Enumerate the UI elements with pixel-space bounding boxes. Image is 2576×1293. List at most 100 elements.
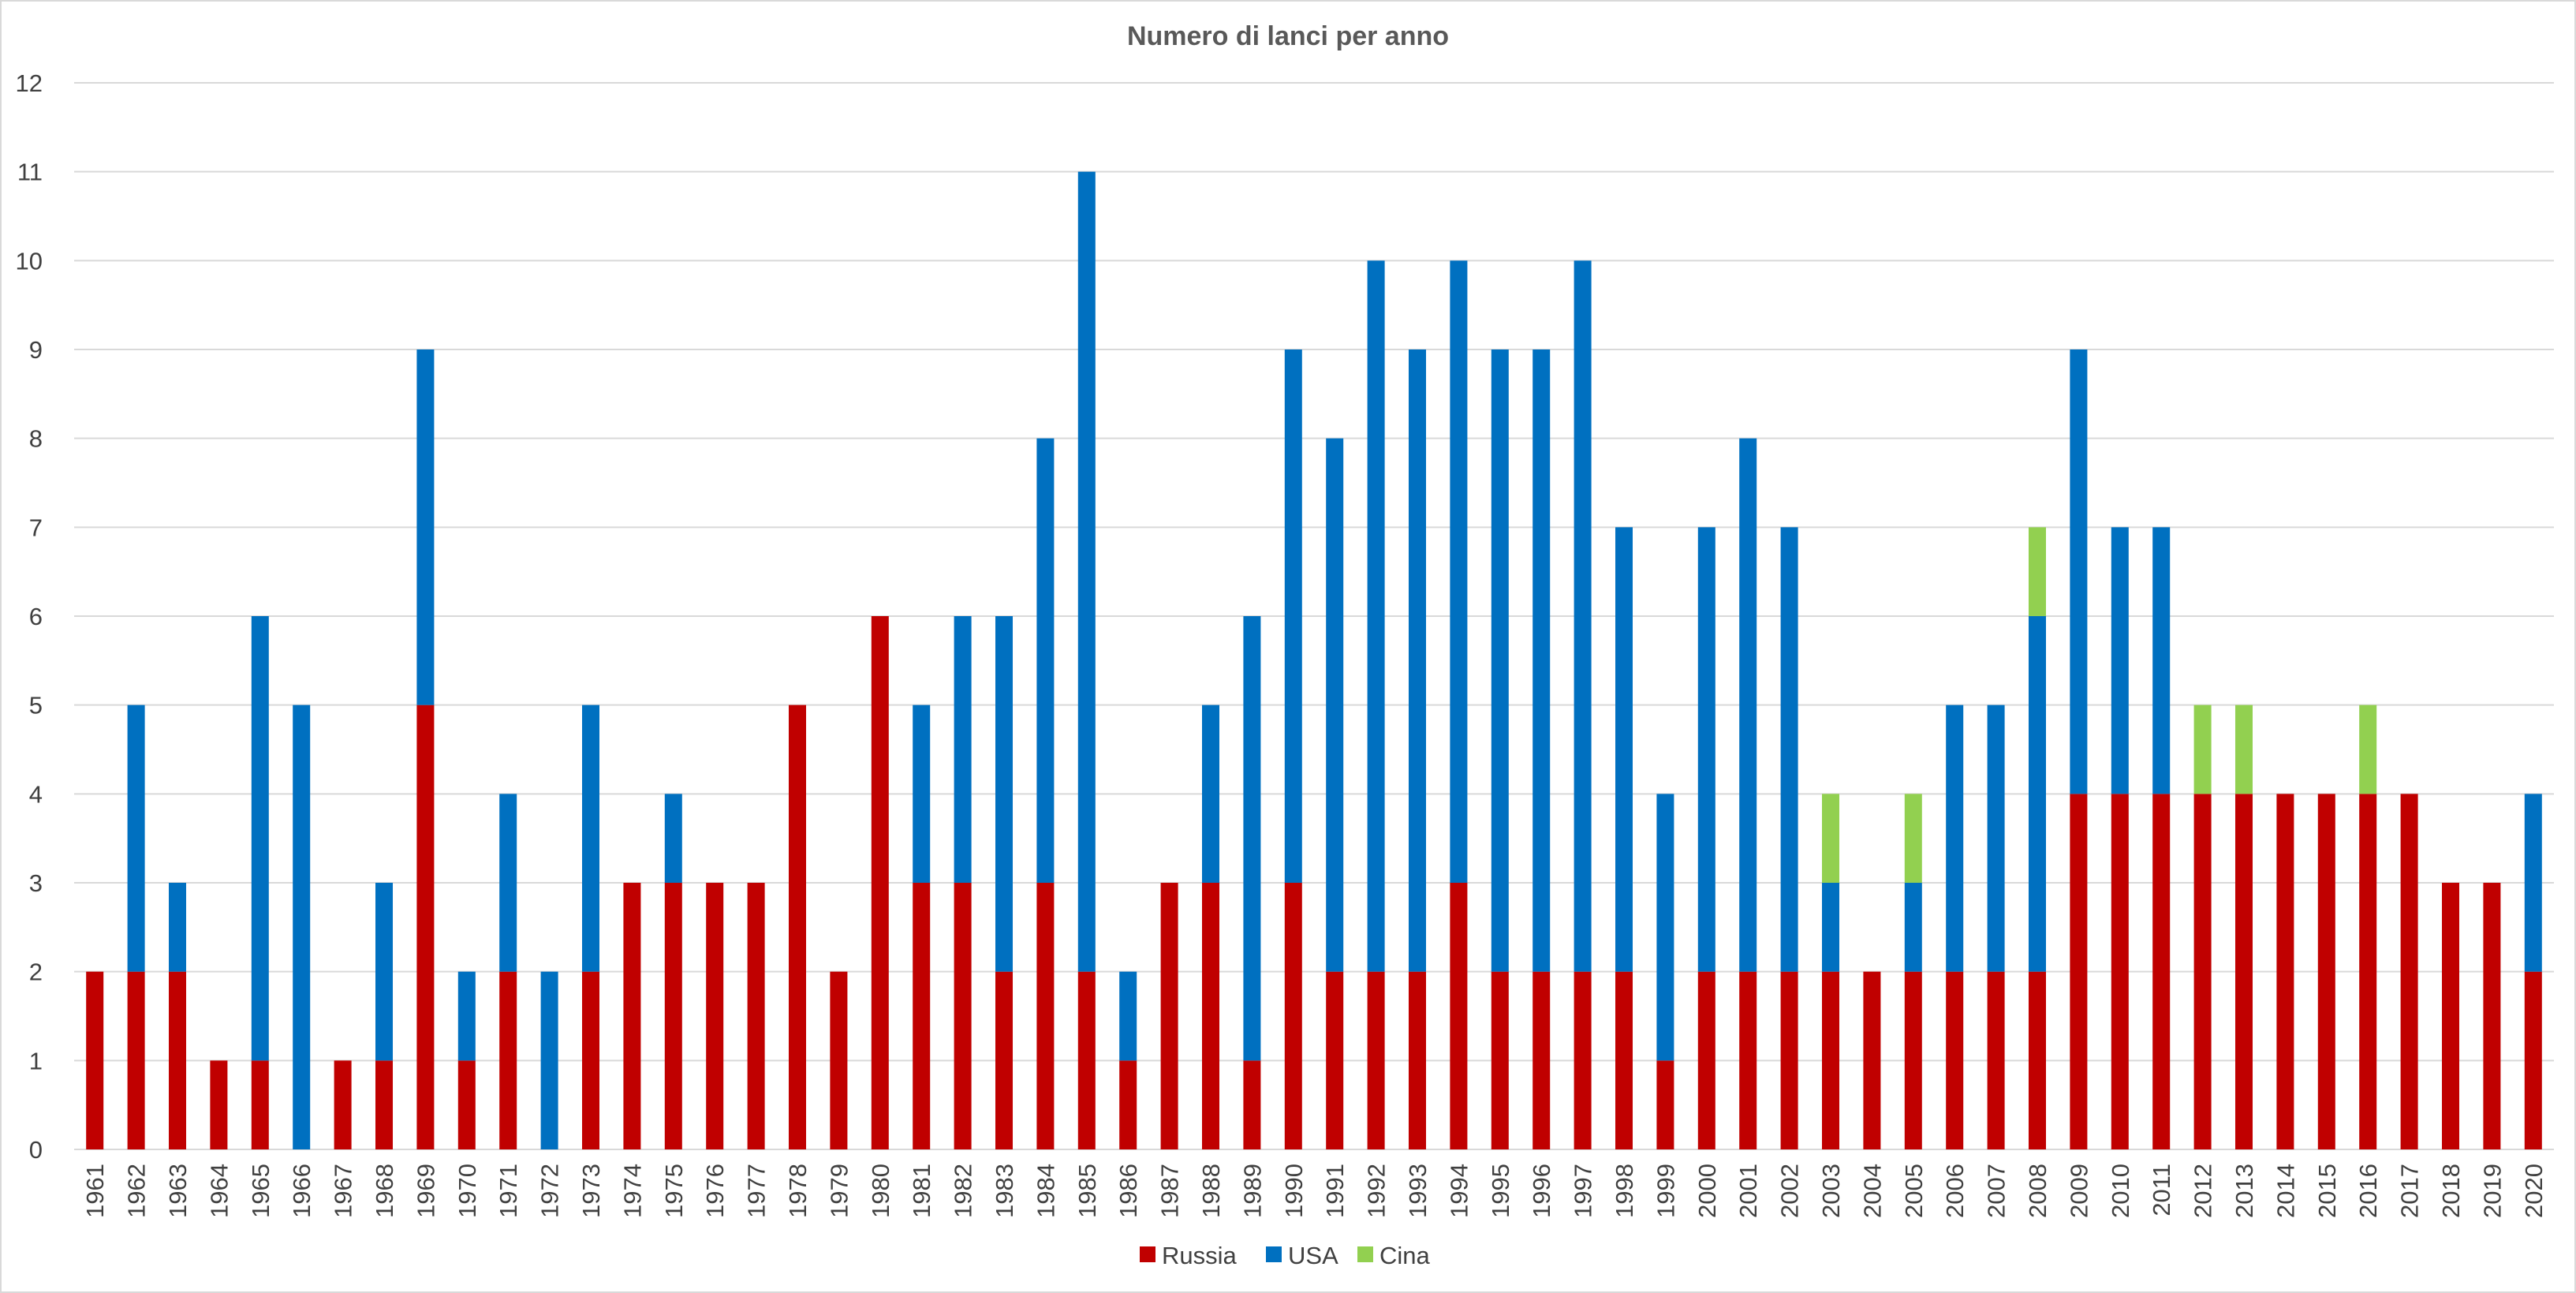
x-tick-label: 1966 — [288, 1164, 315, 1218]
bar-usa-2001 — [1739, 438, 1757, 972]
x-tick-label: 1988 — [1197, 1164, 1225, 1218]
gridlines — [74, 82, 2554, 1150]
bar-usa-2009 — [2070, 349, 2088, 794]
x-tick-label: 1984 — [1032, 1164, 1059, 1218]
bar-usa-2007 — [1987, 704, 2005, 972]
x-tick-label: 2003 — [1817, 1164, 1845, 1218]
bar-usa-1989 — [1243, 616, 1261, 1061]
x-tick-label: 2005 — [1900, 1164, 1928, 1218]
bar-usa-1975 — [664, 794, 682, 883]
y-tick-label: 8 — [29, 425, 43, 453]
bar-usa-1984 — [1036, 438, 1055, 883]
x-tick-label: 1962 — [123, 1164, 151, 1218]
bar-russia-1998 — [1615, 971, 1633, 1149]
bar-usa-1963 — [168, 883, 187, 972]
x-tick-label: 1995 — [1487, 1164, 1514, 1218]
legend-swatch-cina — [1357, 1246, 1373, 1262]
bar-usa-1972 — [540, 971, 558, 1149]
x-tick-label: 1964 — [205, 1164, 233, 1218]
bar-usa-1991 — [1326, 438, 1344, 972]
bar-russia-1971 — [499, 971, 517, 1149]
bar-russia-2002 — [1780, 971, 1798, 1149]
bar-russia-2009 — [2070, 794, 2088, 1149]
bar-cina-2013 — [2234, 704, 2253, 794]
bar-usa-2011 — [2152, 527, 2171, 794]
bars — [86, 171, 2542, 1149]
bar-cina-2012 — [2193, 704, 2212, 794]
x-tick-label: 1998 — [1611, 1164, 1638, 1218]
bar-usa-1971 — [499, 794, 517, 972]
legend-label-usa: USA — [1288, 1242, 1338, 1269]
bar-cina-2003 — [1821, 794, 1840, 883]
x-tick-label: 2010 — [2107, 1164, 2134, 1218]
y-tick-label: 4 — [29, 780, 43, 808]
y-tick-label: 0 — [29, 1136, 43, 1164]
x-tick-label: 2020 — [2520, 1164, 2548, 1218]
x-tick-label: 1980 — [867, 1164, 894, 1218]
bar-russia-1996 — [1533, 971, 1551, 1149]
x-tick-label: 2018 — [2437, 1164, 2465, 1218]
bar-usa-1996 — [1533, 349, 1551, 972]
x-tick-label: 2009 — [2065, 1164, 2093, 1218]
bar-usa-2003 — [1821, 883, 1840, 972]
x-tick-label: 1963 — [164, 1164, 192, 1218]
bar-russia-1993 — [1408, 971, 1427, 1149]
bar-russia-1986 — [1119, 1060, 1137, 1149]
bar-russia-1964 — [210, 1060, 228, 1149]
bar-usa-1995 — [1491, 349, 1509, 972]
bar-russia-1990 — [1284, 883, 1302, 1149]
x-tick-label: 2013 — [2231, 1164, 2258, 1218]
bar-russia-1968 — [375, 1060, 394, 1149]
y-tick-label: 5 — [29, 692, 43, 719]
bar-usa-1973 — [581, 704, 600, 972]
bar-russia-1976 — [706, 883, 724, 1149]
bar-russia-1984 — [1036, 883, 1055, 1149]
x-tick-label: 2016 — [2354, 1164, 2382, 1218]
x-tick-label: 1961 — [81, 1164, 109, 1218]
bar-russia-2012 — [2193, 794, 2212, 1149]
bar-russia-2013 — [2234, 794, 2253, 1149]
x-tick-label: 1978 — [784, 1164, 812, 1218]
bar-usa-2020 — [2524, 794, 2542, 972]
legend-label-cina: Cina — [1379, 1242, 1431, 1269]
bar-russia-2006 — [1946, 971, 1964, 1149]
x-tick-label: 1971 — [495, 1164, 522, 1218]
bar-russia-1980 — [871, 616, 889, 1149]
bar-usa-1966 — [293, 704, 311, 1149]
bar-russia-2016 — [2359, 794, 2377, 1149]
bar-usa-1993 — [1408, 349, 1427, 972]
bar-russia-1975 — [664, 883, 682, 1149]
x-tick-label: 2000 — [1693, 1164, 1721, 1218]
x-tick-label: 1982 — [950, 1164, 977, 1218]
bar-russia-1965 — [251, 1060, 269, 1149]
bar-russia-1978 — [788, 704, 807, 1149]
x-tick-label: 1972 — [536, 1164, 564, 1218]
bar-russia-2005 — [1904, 971, 1922, 1149]
bar-russia-1985 — [1077, 971, 1096, 1149]
x-tick-label: 1975 — [660, 1164, 688, 1218]
bar-russia-2004 — [1863, 971, 1881, 1149]
bar-russia-2010 — [2111, 794, 2129, 1149]
bar-usa-1965 — [251, 616, 269, 1061]
x-tick-label: 2007 — [1983, 1164, 2010, 1218]
x-tick-label: 1987 — [1156, 1164, 1184, 1218]
x-tick-label: 2014 — [2272, 1164, 2299, 1218]
bar-usa-2006 — [1946, 704, 1964, 972]
bar-russia-1991 — [1326, 971, 1344, 1149]
bar-russia-2003 — [1821, 971, 1840, 1149]
bar-usa-1988 — [1201, 704, 1220, 883]
bar-usa-1985 — [1077, 171, 1096, 972]
bar-russia-1982 — [954, 883, 972, 1149]
bar-russia-1999 — [1656, 1060, 1674, 1149]
x-tick-label: 1969 — [412, 1164, 439, 1218]
bar-usa-1983 — [995, 616, 1014, 972]
bar-russia-1961 — [86, 971, 104, 1149]
legend-swatch-usa — [1266, 1246, 1282, 1262]
x-tick-label: 2015 — [2313, 1164, 2341, 1218]
bar-russia-2007 — [1987, 971, 2005, 1149]
y-tick-label: 10 — [16, 247, 43, 275]
bar-russia-1997 — [1574, 971, 1592, 1149]
bar-usa-1968 — [375, 883, 394, 1061]
bar-russia-1988 — [1201, 883, 1220, 1149]
